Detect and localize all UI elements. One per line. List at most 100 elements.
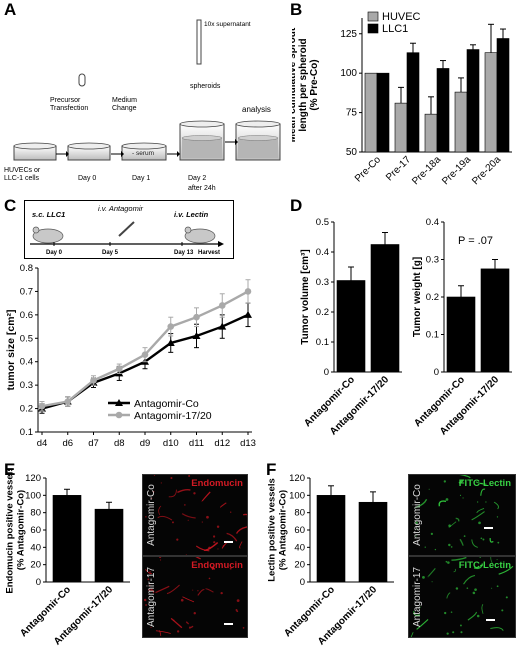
data-point <box>90 377 97 384</box>
y-tick-label: 60 <box>30 525 41 536</box>
vessel-texture <box>415 475 500 551</box>
vessel-dot <box>472 591 476 595</box>
mouse-ear-icon <box>184 226 192 234</box>
vessel-dot <box>448 524 451 528</box>
y-tick-label: 50 <box>346 147 358 158</box>
y-tick-label: 80 <box>30 508 41 519</box>
y-tick-label: 100 <box>289 490 305 501</box>
vessel-stroke <box>195 557 201 560</box>
vessel-stroke <box>446 592 451 599</box>
legend-label: LLC1 <box>382 23 408 35</box>
culture-dish <box>179 120 225 161</box>
schematic-label: i.v. Antagomir <box>98 204 144 213</box>
y-tick-label: 100 <box>340 68 357 79</box>
vessel-stroke <box>205 588 214 593</box>
data-point <box>38 402 46 410</box>
vessel-dot <box>159 557 162 559</box>
vessel-dot <box>478 521 481 525</box>
vessel-dot <box>496 585 499 588</box>
mouse-ear-icon <box>32 226 40 234</box>
bar <box>436 68 450 153</box>
vessel-dot <box>220 591 223 595</box>
vessel-stroke <box>239 541 243 549</box>
micrograph-f-top: FITC-Lectin Antagomir-Co <box>408 474 516 556</box>
y-axis-label: tumor size [cm²] <box>5 309 17 390</box>
data-point <box>141 351 149 358</box>
vessel-stroke <box>177 488 191 494</box>
panel-f-lectin-chart: 020406080100120Antagomir-CoAntagomir-17/… <box>267 473 394 648</box>
x-tick-label: d10 <box>163 438 179 449</box>
vessel-stroke <box>415 498 428 509</box>
vessel-stroke <box>451 557 467 561</box>
vessel-stroke <box>471 539 479 548</box>
panel-d-tumor-weight-chart: 00.10.20.30.4Antagomir-CoAntagomir-17/20… <box>412 217 512 438</box>
vessel-stroke <box>181 513 196 519</box>
panel-c-tumor-growth-chart: 0.1 0.2 0.3 0.4 0.5 0.6 0.7 0.8 d4 d6 d7 d8 d9 d10 d11… <box>5 263 256 449</box>
vessel-dot <box>445 560 448 563</box>
y-tick-label: 0.3 <box>20 380 33 391</box>
y-tick-label: 0.6 <box>20 310 33 321</box>
vessel-dot <box>447 561 450 564</box>
data-point <box>244 288 252 295</box>
x-tick-label: d11 <box>189 438 204 449</box>
y-axis-label: Endomucin positive vessels(% Antagomir-C… <box>5 470 27 594</box>
day-label: Day 1 <box>132 175 150 182</box>
vessel-dot <box>482 538 485 541</box>
vessel-dot <box>476 614 480 618</box>
legend-swatch <box>367 23 379 34</box>
flow-arrowhead <box>177 151 180 157</box>
y-tick-label: 0.3 <box>426 255 439 266</box>
step-analysis-label: analysis <box>242 105 271 114</box>
vessel-stroke <box>157 515 173 521</box>
vessel-dot <box>230 511 232 513</box>
bar <box>52 495 82 583</box>
y-tick-label: 60 <box>294 525 305 536</box>
vessel-stroke <box>197 589 205 596</box>
legend-marker <box>115 411 123 419</box>
vessel-stroke <box>145 569 153 575</box>
data-point <box>218 302 226 309</box>
bar <box>376 72 390 153</box>
y-tick-label: 0 <box>434 367 439 378</box>
vessel-dot <box>422 575 425 579</box>
data-point <box>64 398 72 405</box>
legend-swatch <box>367 11 379 22</box>
vessel-stroke <box>427 568 436 578</box>
vessel-stroke <box>489 538 494 543</box>
y-tick-label: 120 <box>25 473 41 484</box>
category-label: Pre-20a <box>470 154 503 187</box>
vessel-stroke <box>211 566 216 570</box>
vessel-stroke <box>459 538 464 546</box>
vessel-stroke <box>458 479 464 484</box>
vessel-dot <box>180 598 184 602</box>
condition-label: Antagomir-Co <box>146 484 157 546</box>
vessel-dot <box>236 610 239 613</box>
category-label: Pre-19a <box>440 154 473 187</box>
day-label: Day 0 <box>78 175 96 182</box>
category-label: Pre-Co <box>353 154 383 184</box>
vessel-dot <box>430 532 433 536</box>
bar <box>394 102 408 153</box>
vessel-dot <box>216 525 220 528</box>
vessel-dot <box>236 599 240 602</box>
vessel-stroke <box>413 610 421 616</box>
medium-fill <box>182 138 222 158</box>
timeline-arrowhead <box>218 241 224 247</box>
y-tick-label: 80 <box>294 508 305 519</box>
tube-icon <box>78 73 86 87</box>
vessel-stroke <box>467 611 477 621</box>
vessel-dot <box>416 528 418 530</box>
condition-label: Antagomir-17 <box>146 566 157 628</box>
vessel-dot <box>213 541 216 544</box>
y-tick-label: 0.4 <box>426 217 439 228</box>
vessel-dot <box>172 521 174 524</box>
panel-label-f: F <box>266 460 277 479</box>
panel-label-c: C <box>4 196 17 215</box>
vessel-dot <box>212 535 216 538</box>
vessel-dot <box>434 548 437 551</box>
vessel-dot <box>480 537 483 540</box>
bar <box>424 113 438 153</box>
dish-rim <box>179 120 225 128</box>
vessel-stroke <box>226 532 238 542</box>
vessel-dot <box>476 501 479 503</box>
